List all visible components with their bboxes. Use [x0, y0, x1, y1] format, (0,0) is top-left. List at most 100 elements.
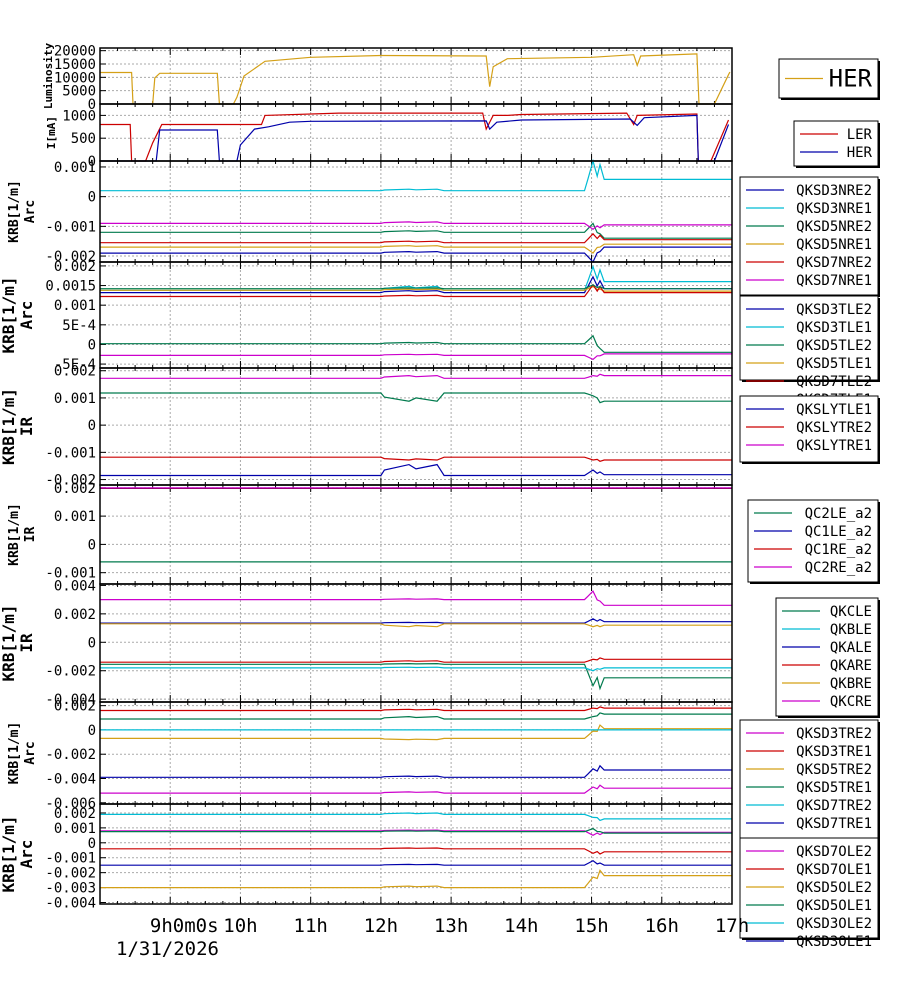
legend-label: QC1RE_a2	[805, 542, 872, 558]
y-tick-label: -0.002	[45, 747, 96, 763]
series-line-QKSD5TRE2	[100, 724, 732, 741]
y-tick-label: 0	[88, 337, 96, 353]
series-line-QKSD7OLE2	[100, 829, 732, 836]
legend-box	[775, 597, 879, 717]
series-line-QKSD5NRE1	[100, 243, 732, 254]
series-line-QKALE	[100, 618, 732, 624]
legend-5: QC2LE_a2 QC1LE_a2 QC1RE_a2 QC2RE_a2	[747, 499, 880, 584]
y-tick-label: 0	[88, 723, 96, 739]
y-tick-label: 0	[88, 154, 96, 170]
legend-label: QKSD3TRE2	[796, 726, 872, 742]
x-tick-label: 14h	[504, 915, 538, 937]
legend-label: QKSD3OLE2	[796, 916, 872, 932]
panel-3: 0.002 0.0015 0.001 5E-4 0 -5E-4 KRB[1/m] Arc	[0, 259, 733, 373]
series-line-QKSLYTRE1	[100, 373, 732, 379]
legend-label: QKSD5OLE2	[796, 880, 872, 896]
legend-1: LER HER	[793, 120, 880, 168]
y-tick-label: 0.002	[54, 259, 96, 275]
legend-label: QKSD3TRE1	[796, 744, 872, 760]
series-line-QKSD5TLE1	[100, 285, 732, 292]
y-tick-label: 5000	[62, 84, 96, 100]
legend-label: QKSD5TLE1	[796, 356, 872, 372]
legend-label: QKSD3OLE1	[796, 934, 872, 950]
legend-7: QKSD3TRE2 QKSD3TRE1 QKSD5TRE2 QKSD5TRE1 QKSD…	[739, 719, 880, 840]
panel-6: 0.004 0.002 0 -0.002 -0.004 KRB[1/m] IR	[0, 578, 733, 708]
y-tick-label: 0.001	[54, 821, 96, 837]
y-tick-label: -0.003	[45, 881, 96, 897]
y-axis-label: Arc	[17, 301, 36, 330]
panel-frame	[99, 484, 733, 585]
legend-box	[793, 120, 879, 167]
y-tick-label: 0.0015	[45, 279, 96, 295]
y-tick-label: 0.001	[54, 298, 96, 314]
y-tick-label: 0.001	[54, 509, 96, 525]
series-line-QKCLE	[100, 662, 732, 691]
y-axis-label: KRB[1/m]	[0, 276, 18, 353]
legend-box	[739, 837, 879, 939]
x-axis: 9h0m0s 10h 11h 12h 13h 14h 15h 16h 17h 1/31/2026	[116, 915, 749, 960]
y-tick-label: -0.002	[45, 473, 96, 489]
panel-2: 0.001 0 -0.001 -0.002 KRB[1/m] Arc	[7, 158, 733, 265]
legend-6: QKCLE QKBLE QKALE QKARE QKBRE QKCRE	[775, 597, 880, 718]
y-tick-label: 0	[88, 635, 96, 651]
y-tick-label: -5E-4	[54, 357, 96, 373]
y-tick-label: 500	[71, 131, 96, 147]
legend-label: QKSD7NRE2	[796, 255, 872, 271]
series-line-QKSD5OLE1	[100, 827, 732, 834]
y-tick-label: 0	[88, 537, 96, 553]
x-tick-label: 17h	[715, 915, 749, 937]
y-tick-label: 0.002	[54, 699, 96, 715]
legend-label: QKSD5TRE1	[796, 780, 872, 796]
series-line-QKSD7TLE1	[100, 353, 732, 361]
y-tick-label: 20000	[54, 44, 96, 60]
series-line-QKSD5TLE2	[100, 334, 732, 353]
legend-box	[739, 395, 879, 463]
legend-label: QKSLYTRE2	[796, 420, 872, 436]
y-tick-label: -0.001	[45, 566, 96, 582]
series-line-QKSD5OLE2	[100, 869, 732, 889]
legend-0: HER	[778, 58, 880, 100]
y-tick-label: 0	[88, 418, 96, 434]
y-axis-label: KRB[1/m]	[0, 815, 18, 892]
panel-frame	[99, 367, 733, 486]
y-tick-label: -0.001	[45, 445, 96, 461]
legend-label: QKCLE	[830, 604, 872, 620]
series-line-HER	[100, 53, 731, 105]
series-line-QKSD3NRE1	[100, 158, 732, 192]
y-axis-label: I[mA]	[45, 116, 58, 149]
panel-frame	[99, 583, 733, 703]
y-tick-label: 15000	[54, 57, 96, 73]
panel-7: 0.002 0 -0.002 -0.004 -0.006 KRB[1/m] Arc	[7, 699, 733, 812]
legend-box	[747, 499, 879, 583]
series-line-HER	[100, 114, 730, 162]
y-tick-label: -0.001	[45, 219, 96, 235]
y-tick-label: 0.004	[54, 578, 96, 594]
legend-label: QKSD7NRE1	[796, 273, 872, 289]
legend-label: HER	[829, 65, 873, 93]
legend-label: QKARE	[830, 658, 872, 674]
series-line-QKBRE	[100, 623, 732, 628]
series-line-QKBLE	[100, 666, 732, 672]
series-line-QKSD3NRE2	[100, 246, 732, 264]
legend-label: LER	[847, 127, 873, 143]
y-axis-label: Arc	[23, 200, 38, 223]
legend-label: QKSD7TLE2	[796, 374, 872, 390]
legend-label: QC1LE_a2	[805, 524, 872, 540]
y-tick-label: 10000	[54, 70, 96, 86]
legend-box	[739, 719, 879, 839]
series-line-QKSD3TLE1	[100, 264, 732, 291]
y-axis-label: IR	[23, 527, 38, 543]
series-line-QKSD5NRE2	[100, 222, 732, 239]
y-axis-label: KRB[1/m]	[7, 722, 22, 785]
y-axis-label: KRB[1/m]	[7, 180, 22, 243]
y-tick-label: 0	[88, 97, 96, 113]
legend-label: QKSD5NRE2	[796, 219, 872, 235]
legend-label: QKSD3TLE1	[796, 320, 872, 336]
legend-label: QKSD7OLE2	[796, 844, 872, 860]
legend-4: QKSLYTLE1 QKSLYTRE2 QKSLYTRE1	[739, 395, 880, 464]
legend-3: QKSD3TLE2 QKSD3TLE1 QKSD5TLE2 QKSD5TLE1 QKSD…	[739, 295, 880, 426]
y-tick-label: 0	[88, 190, 96, 206]
panel-5: 0.002 0.001 0 -0.001 KRB[1/m] IR	[7, 481, 733, 585]
